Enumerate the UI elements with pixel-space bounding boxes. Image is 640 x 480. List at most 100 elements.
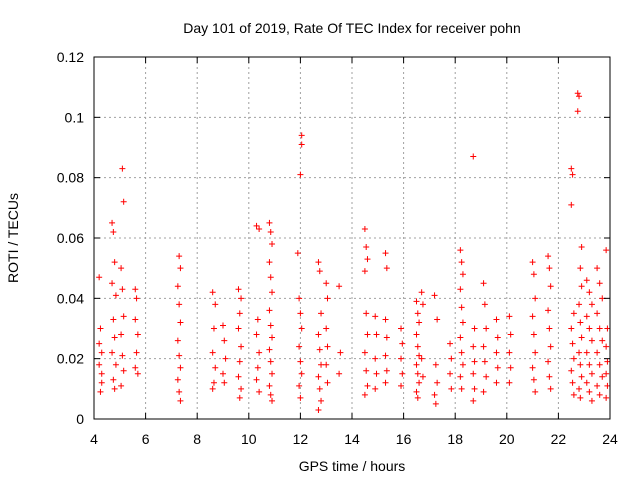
data-point [480,343,487,350]
data-point [604,358,611,365]
data-point [447,340,454,347]
data-point [253,222,260,229]
data-point [576,349,583,356]
data-point [382,316,389,323]
data-point [267,322,274,329]
data-point [383,367,390,374]
data-point [210,325,217,332]
data-point [530,271,537,278]
data-point [118,331,125,338]
data-point [372,385,379,392]
data-point [96,274,103,281]
data-point [586,325,593,332]
data-point [529,313,536,320]
data-point [399,340,406,347]
data-point [176,352,183,359]
data-point [483,373,490,380]
data-point [434,379,441,386]
data-point [364,256,371,263]
data-point [363,367,370,374]
data-point [316,346,323,353]
data-point [418,355,425,362]
data-point [599,337,606,344]
x-tick-label: 14 [344,431,360,447]
data-point [316,385,323,392]
data-point [568,201,575,208]
data-point [336,283,343,290]
data-point [530,376,537,383]
data-point [506,313,513,320]
data-point [297,171,304,178]
data-point [546,325,553,332]
data-point [176,253,183,260]
data-point [176,388,183,395]
data-point [471,325,478,332]
data-point [110,228,117,235]
data-point [532,295,539,302]
data-point [296,343,303,350]
data-point [603,394,610,401]
data-point [134,331,141,338]
data-point [570,355,577,362]
data-point [174,376,181,383]
x-tick-label: 10 [241,431,257,447]
data-point [119,352,126,359]
data-point [269,370,276,377]
data-point [110,316,117,323]
data-point [98,370,105,377]
data-point [324,295,331,302]
data-point [174,337,181,344]
data-point [119,165,126,172]
data-point [431,391,438,398]
data-point [133,349,140,356]
data-point [297,358,304,365]
data-point [373,370,380,377]
data-point [267,391,274,398]
data-point [416,352,423,359]
data-point [361,391,368,398]
data-point [315,406,322,413]
data-point [238,385,245,392]
data-point [480,280,487,287]
data-point [432,361,439,368]
data-point [493,349,500,356]
data-point [459,319,466,326]
data-point [132,316,139,323]
data-point [546,265,553,272]
x-tick-label: 20 [499,431,515,447]
x-tick-label: 18 [447,431,463,447]
y-tick-label: 0.08 [57,170,84,186]
data-point [269,241,276,248]
y-tick-label: 0.1 [65,109,85,125]
data-point [97,388,104,395]
data-point [323,280,330,287]
data-point [458,304,465,311]
data-point [269,289,276,296]
data-point [481,358,488,365]
data-point [266,307,273,314]
data-point [133,295,140,302]
data-point [298,325,305,332]
data-point [594,265,601,272]
data-point [459,361,466,368]
data-point [236,358,243,365]
data-point [594,310,601,317]
data-point [98,379,105,386]
data-point [111,385,118,392]
x-axis: 4 6 8 10 12 14 16 18 20 22 24 [90,57,618,447]
data-point [414,370,421,377]
data-point [416,319,423,326]
data-point [382,379,389,386]
data-point [576,385,583,392]
data-point [269,334,276,341]
data-point [583,277,590,284]
x-tick-label: 16 [396,431,412,447]
x-tick-label: 22 [551,431,567,447]
data-point [414,343,421,350]
data-point [235,373,242,380]
data-point [315,373,322,380]
data-point [413,331,420,338]
data-point [583,379,590,386]
x-tick-label: 6 [142,431,150,447]
data-point [236,310,243,317]
